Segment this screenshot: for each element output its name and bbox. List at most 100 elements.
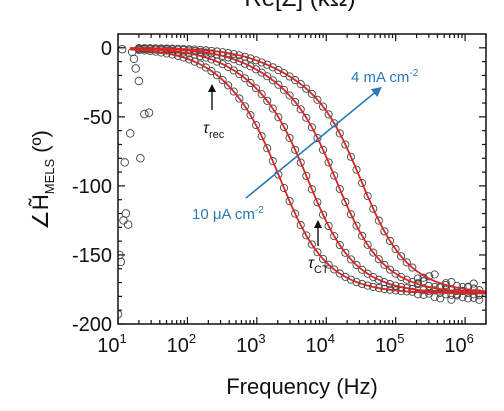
data-point	[302, 171, 311, 180]
data-point-noisy	[118, 257, 126, 267]
data-point	[374, 275, 383, 284]
data-point	[279, 85, 289, 94]
data-point	[291, 145, 300, 154]
tau-rec-label: τrec	[203, 120, 225, 141]
data-point	[302, 84, 311, 93]
axes: 101 102 103 104 105 106 0 -50 -100 -150 -200	[72, 34, 487, 357]
data-point	[447, 295, 456, 304]
data-point	[330, 265, 339, 274]
data-point	[201, 63, 210, 72]
data-point	[358, 279, 367, 289]
data-point	[341, 248, 350, 257]
data-point	[207, 67, 216, 76]
data-point	[330, 171, 339, 180]
data-point	[212, 71, 222, 80]
data-point-noisy	[140, 109, 149, 119]
data-point	[335, 129, 344, 138]
data-point	[369, 248, 378, 257]
data-point	[408, 278, 417, 287]
data-point	[240, 74, 249, 83]
data-point	[469, 279, 478, 288]
plot-frame	[117, 33, 487, 325]
data-point-noisy	[131, 64, 140, 73]
data-point	[385, 236, 395, 245]
data-point	[229, 87, 238, 96]
data-point	[374, 255, 383, 264]
data-point	[358, 265, 367, 274]
y-tick-label: -100	[72, 176, 112, 198]
data-point	[307, 240, 316, 249]
x-axis-label: Frequency (Hz)	[226, 374, 378, 399]
data-point	[218, 75, 227, 85]
data-point	[352, 260, 361, 270]
data-point-noisy	[123, 220, 133, 229]
data-point	[263, 60, 272, 69]
y-tick-label: -150	[72, 245, 112, 267]
data-point	[436, 294, 445, 303]
x-tick-label: 104	[306, 331, 335, 357]
annotation-high-current: 4 mA cm-2	[351, 68, 419, 86]
data-point	[346, 210, 355, 219]
data-point-noisy	[136, 154, 145, 163]
data-point-noisy	[118, 310, 123, 319]
data-point	[385, 280, 395, 289]
data-point-noisy	[121, 209, 131, 218]
data-point	[246, 54, 255, 63]
data-point	[185, 55, 194, 64]
data-point	[346, 152, 355, 161]
annotation-low-current: 10 μA cm-2	[192, 205, 264, 223]
data-point	[257, 132, 266, 141]
data-point	[402, 258, 411, 267]
data-point	[346, 275, 355, 284]
data-point	[413, 274, 422, 283]
data-point	[263, 72, 272, 81]
data-point	[430, 270, 439, 279]
data-point	[380, 227, 389, 236]
data-point	[318, 254, 328, 264]
data-point	[313, 198, 322, 207]
data-point	[397, 252, 406, 261]
data-point	[313, 133, 322, 143]
data-point	[279, 183, 289, 193]
data-point	[346, 255, 355, 264]
data-point	[335, 184, 344, 193]
data-point	[369, 204, 378, 213]
svg-text:∠H̃MELS(º): ∠H̃MELS(º)	[28, 130, 57, 230]
data-point	[441, 290, 450, 299]
data-point	[374, 216, 383, 225]
data-point	[274, 80, 283, 89]
data-point	[291, 76, 300, 85]
data-point	[475, 295, 484, 304]
data-point	[291, 209, 300, 218]
data-point	[358, 178, 367, 187]
annotation-layer: 4 mA cm-2 10 μA cm-2 τrec τCT	[192, 68, 419, 276]
data-point	[341, 197, 350, 206]
data-point	[363, 192, 372, 201]
data-point	[224, 81, 233, 90]
data-point	[240, 102, 249, 111]
data-point	[263, 96, 272, 105]
data-point	[402, 275, 411, 284]
data-point	[279, 122, 289, 132]
data-point	[352, 221, 361, 230]
data-point	[252, 121, 261, 130]
x-tick-label: 103	[236, 331, 265, 357]
data-point	[324, 110, 333, 119]
data-point	[318, 102, 328, 111]
data-point	[263, 144, 272, 153]
data-point	[296, 158, 305, 167]
data-point	[341, 140, 350, 149]
fit-line-2	[130, 47, 486, 295]
data-point	[385, 265, 395, 274]
data-point	[352, 277, 361, 287]
x-tick-label: 101	[97, 331, 126, 357]
data-point	[408, 263, 417, 272]
data-point	[464, 283, 473, 292]
data-point	[307, 123, 316, 132]
data-point	[307, 89, 316, 98]
data-point	[285, 197, 294, 206]
data-point	[252, 56, 261, 65]
data-point	[274, 113, 283, 122]
data-point	[257, 68, 266, 77]
